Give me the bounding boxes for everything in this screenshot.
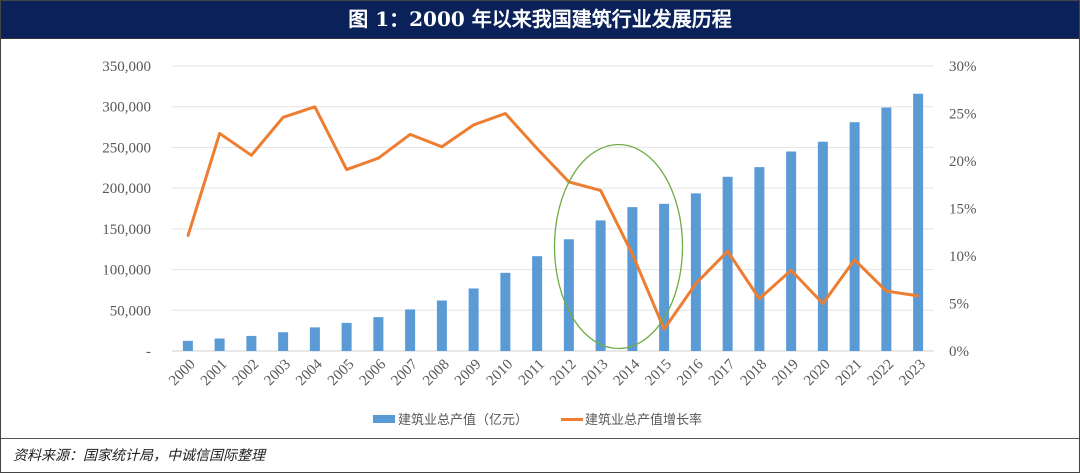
- line-point: [345, 168, 348, 171]
- left-tick-label: 200,000: [102, 181, 151, 197]
- bar: [563, 239, 574, 351]
- x-tick-label: 2013: [579, 357, 612, 390]
- x-tick-label: 2005: [325, 357, 358, 390]
- bar: [754, 167, 765, 351]
- x-tick-label: 2000: [166, 357, 199, 390]
- x-tick-label: 2002: [230, 357, 263, 390]
- x-tick-label: 2010: [484, 357, 517, 390]
- bar: [627, 207, 638, 351]
- line-point: [313, 105, 316, 108]
- line-point: [726, 250, 729, 253]
- bar: [373, 317, 384, 351]
- highlight-ellipse: [553, 143, 684, 350]
- bar: [500, 272, 511, 351]
- bar: [786, 151, 797, 351]
- line-point: [536, 147, 539, 150]
- x-tick-label: 2014: [611, 356, 644, 389]
- x-tick-label: 2015: [642, 357, 675, 390]
- growth-line: [186, 105, 919, 331]
- x-tick-label: 2022: [865, 357, 898, 390]
- x-tick-label: 2008: [420, 357, 453, 390]
- line-point: [377, 157, 380, 160]
- x-tick-label: 2017: [706, 356, 739, 389]
- bar: [436, 300, 447, 351]
- line-point: [250, 154, 253, 157]
- bar: [182, 340, 193, 351]
- x-tick-label: 2016: [674, 356, 707, 389]
- x-tick-label: 2012: [547, 357, 580, 390]
- line-point: [790, 269, 793, 272]
- bar: [595, 220, 606, 351]
- x-tick-label: 2003: [261, 357, 294, 390]
- legend-label-bar: 建筑业总产值（亿元）: [398, 412, 528, 427]
- line-point: [218, 132, 221, 135]
- line-point: [472, 123, 475, 126]
- right-tick-label: 25%: [949, 107, 977, 123]
- bar: [278, 332, 289, 351]
- left-tick-label: 50,000: [110, 303, 151, 319]
- right-tick-label: 5%: [949, 297, 969, 313]
- bar: [532, 256, 543, 351]
- bar: [405, 309, 416, 351]
- chart: - 50,000 100,000 150,000 200,000 250,000 300,0…: [102, 59, 977, 427]
- x-tick-label: 2018: [738, 357, 771, 390]
- left-tick-label: 300,000: [102, 100, 151, 116]
- divider: [1, 438, 1079, 439]
- bar: [341, 322, 352, 351]
- left-tick-label: 100,000: [102, 263, 151, 279]
- bar: [817, 141, 828, 351]
- line-point: [821, 302, 824, 305]
- line-point: [504, 112, 507, 115]
- left-tick-label: 150,000: [102, 222, 151, 238]
- left-tick-label: -: [146, 344, 151, 360]
- x-tick-label: 2004: [293, 356, 326, 389]
- line-point: [599, 189, 602, 192]
- line-point: [917, 294, 920, 297]
- bar: [849, 122, 860, 351]
- line-point: [282, 116, 285, 119]
- right-tick-label: 10%: [949, 249, 977, 265]
- left-tick-label: 250,000: [102, 140, 151, 156]
- line-point: [853, 258, 856, 261]
- bar: [881, 107, 892, 352]
- bar: [913, 93, 924, 351]
- right-tick-label: 20%: [949, 154, 977, 170]
- x-tick-label: 2009: [452, 357, 485, 390]
- legend-swatch-bar: [373, 415, 395, 423]
- x-tick-label: 2023: [896, 357, 929, 390]
- line-point: [885, 290, 888, 293]
- x-tick-label: 2007: [388, 356, 421, 389]
- x-tick-label: 2019: [769, 357, 802, 390]
- line-point: [631, 253, 634, 256]
- source-note: 资料来源：国家统计局，中诚信国际整理: [13, 448, 265, 464]
- bar: [468, 288, 479, 351]
- right-tick-label: 15%: [949, 202, 977, 218]
- figure-title: 图 1：2000 年以来我国建筑行业发展历程: [1, 1, 1079, 39]
- bar: [690, 193, 701, 351]
- x-tick-label: 2021: [833, 357, 866, 390]
- line-point: [694, 282, 697, 285]
- legend-label-line: 建筑业总产值增长率: [585, 412, 702, 427]
- x-tick-label: 2011: [516, 357, 548, 389]
- x-tick-label: 2001: [198, 357, 231, 390]
- bar: [246, 335, 257, 351]
- bar: [722, 176, 733, 351]
- line-point: [409, 133, 412, 136]
- right-tick-label: 0%: [949, 344, 969, 360]
- line-point: [758, 297, 761, 300]
- line-point: [440, 145, 443, 148]
- legend-swatch-line: [561, 418, 583, 421]
- line-point: [186, 235, 189, 238]
- bar: [214, 338, 225, 351]
- right-tick-label: 30%: [949, 59, 977, 75]
- left-tick-label: 350,000: [102, 59, 151, 75]
- line-point: [663, 328, 666, 331]
- x-tick-label: 2006: [357, 356, 390, 389]
- bar: [309, 327, 320, 351]
- x-tick-label: 2020: [801, 357, 834, 390]
- bar: [659, 203, 670, 351]
